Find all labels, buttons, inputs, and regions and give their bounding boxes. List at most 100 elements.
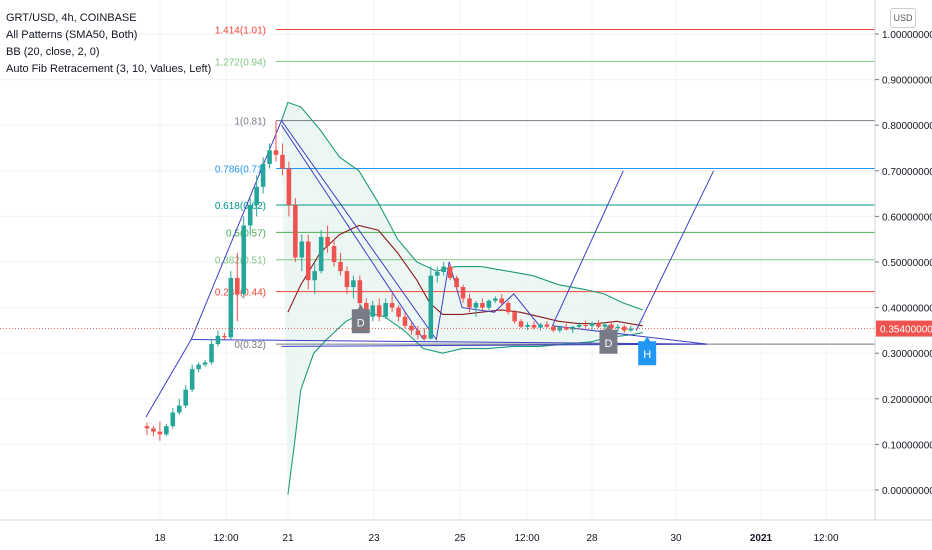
fib-level-label: 1.414(1.01) xyxy=(215,25,266,36)
bb-lower-line xyxy=(287,311,643,495)
pattern-line xyxy=(191,339,708,345)
fib-level-label: 0.236(0.44) xyxy=(215,288,266,299)
candle-body xyxy=(563,327,569,330)
candle-body xyxy=(467,298,472,308)
candle-body xyxy=(357,280,363,304)
x-tick-label: 18 xyxy=(154,533,166,544)
fib-level-label: 0.786(0.71) xyxy=(215,165,266,176)
candle-body xyxy=(480,303,485,308)
candle-body xyxy=(280,154,285,169)
y-tick-label: 0.40000000 xyxy=(882,304,932,315)
legend-auto-fib[interactable]: Auto Fib Retracement (3, 10, Values, Lef… xyxy=(6,63,212,75)
candle-body xyxy=(241,225,247,294)
candle-body xyxy=(286,168,292,205)
chart-legend: GRT/USD, 4h, COINBASE All Patterns (SMA5… xyxy=(6,10,211,78)
candle-body xyxy=(293,205,298,258)
candle-body xyxy=(267,150,272,164)
candle-body xyxy=(628,328,634,331)
x-tick-label: 30 xyxy=(670,533,682,544)
candle-body xyxy=(402,316,408,326)
candle-body xyxy=(389,303,395,308)
fib-level-label: 0.382(0.51) xyxy=(215,256,266,267)
sma-line xyxy=(287,224,643,327)
candle-body xyxy=(202,362,208,365)
candle-body xyxy=(151,428,156,432)
candle-body xyxy=(370,305,376,317)
marker-badge xyxy=(599,324,618,354)
candle-body xyxy=(434,272,440,276)
candle-body xyxy=(415,330,421,335)
y-tick-label: 0.20000000 xyxy=(882,395,932,406)
candle-body xyxy=(157,431,163,435)
pattern-marker: D xyxy=(599,324,618,354)
marker-label: D xyxy=(604,338,612,350)
legend-symbol[interactable]: GRT/USD, 4h, COINBASE xyxy=(6,12,137,24)
candle-body xyxy=(518,321,524,327)
candle-body xyxy=(409,325,414,331)
candle-body xyxy=(505,303,511,313)
y-tick-label: 0.80000000 xyxy=(882,121,932,132)
y-tick-label: 0.90000000 xyxy=(882,76,932,87)
candle-body xyxy=(583,324,588,326)
candle-body xyxy=(570,326,575,330)
fib-level-label: 0(0.32) xyxy=(234,340,266,351)
currency-button[interactable]: USD xyxy=(890,8,916,28)
candle-body xyxy=(576,324,582,327)
x-tick-label: 21 xyxy=(282,533,294,544)
candle-body xyxy=(493,298,498,301)
y-tick-label: 1.00000000 xyxy=(882,30,932,41)
candle-body xyxy=(557,327,563,331)
candle-body xyxy=(318,236,324,272)
candle-body xyxy=(422,334,427,339)
pattern-line xyxy=(552,325,708,345)
bb-upper-line xyxy=(280,101,643,311)
candle-body xyxy=(396,307,401,317)
candle-body xyxy=(228,277,234,338)
x-tick-label: 2021 xyxy=(750,533,773,544)
candle-body xyxy=(189,369,195,390)
candle-body xyxy=(473,303,479,308)
candle-body xyxy=(176,405,182,413)
candle-body xyxy=(144,426,150,429)
x-tick-label: 23 xyxy=(368,533,380,544)
marker-badge xyxy=(638,336,657,366)
candle-body xyxy=(325,236,330,247)
candle-body xyxy=(312,271,317,281)
candle-body xyxy=(602,324,608,327)
indicator-lines xyxy=(280,101,643,495)
legend-all-patterns[interactable]: All Patterns (SMA50, Both) xyxy=(6,29,138,41)
last-price-label: 0.35400000 xyxy=(880,325,932,336)
candle-body xyxy=(351,280,356,288)
bollinger-band-fill xyxy=(281,102,643,495)
candle-body xyxy=(551,326,556,331)
candle-body xyxy=(609,324,614,329)
pattern-marker: D xyxy=(351,304,370,334)
bb-fill-area xyxy=(281,102,643,495)
pattern-markers: D D H xyxy=(351,304,657,366)
candle-body xyxy=(538,324,543,328)
candle-body xyxy=(525,324,530,327)
candle-body xyxy=(305,241,311,281)
pattern-line xyxy=(281,124,424,340)
y-tick-label: 0.10000000 xyxy=(882,440,932,451)
candle-body xyxy=(596,323,601,327)
legend-bollinger-bands[interactable]: BB (20, close, 2, 0) xyxy=(6,46,100,58)
candle-body xyxy=(331,246,337,262)
candle-body xyxy=(589,323,595,326)
candle-body xyxy=(615,326,621,329)
pattern-lines xyxy=(145,119,715,418)
candle-body xyxy=(260,163,266,187)
candle-body xyxy=(428,275,434,339)
candle-body xyxy=(344,271,350,288)
candle-body xyxy=(499,298,505,304)
candle-body xyxy=(447,266,453,278)
x-tick-label: 12:00 xyxy=(813,533,838,544)
fib-level-label: 1(0.81) xyxy=(234,117,266,128)
candle-body xyxy=(512,312,517,322)
candle-body xyxy=(454,277,459,288)
candle-body xyxy=(164,426,169,435)
marker-badge xyxy=(351,304,370,334)
pattern-line xyxy=(635,170,715,331)
candle-body xyxy=(209,344,214,363)
